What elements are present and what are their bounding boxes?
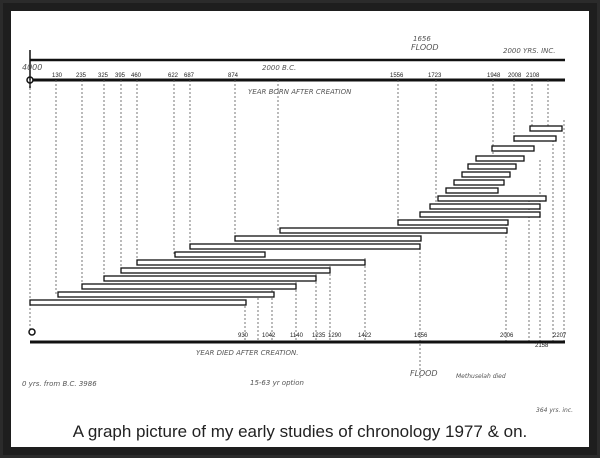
guide-lines — [29, 80, 565, 380]
flood-top-year: 1656 — [413, 35, 431, 43]
lifespan-bar — [429, 203, 541, 210]
born-tick-label: 1723 — [428, 73, 442, 79]
bottom-note-left: 0 yrs. from B.C. 3986 — [22, 380, 97, 388]
lifespan-bar — [475, 155, 525, 162]
lifespan-bar — [419, 211, 541, 218]
bottom-note-mid: 15-63 yr option — [250, 379, 304, 387]
lifespan-bar — [279, 227, 508, 234]
lifespan-bar — [120, 267, 331, 274]
lifespan-bar — [445, 187, 499, 194]
born-tick-label: 1948 — [487, 73, 501, 79]
born-tick-label: 622 — [168, 73, 179, 79]
flood-bottom-label: FLOOD — [410, 369, 438, 378]
died-tick-label: 1290 — [328, 333, 342, 339]
born-tick-label: 460 — [131, 73, 142, 79]
born-tick-label: 325 — [98, 73, 109, 79]
died-tick-label: 1042 — [262, 333, 276, 339]
lifespan-bars — [29, 125, 563, 306]
lifespan-bar — [29, 299, 247, 306]
lifespan-bar — [397, 219, 509, 226]
lifespan-bar — [136, 259, 366, 266]
lifespan-bar — [513, 135, 557, 142]
lifespan-bar — [491, 145, 535, 152]
lifespan-bar — [461, 171, 511, 178]
lifespan-bar — [234, 235, 422, 242]
died-tick-label: 1422 — [358, 333, 372, 339]
top-mid-label: 2000 B.C. — [262, 64, 296, 72]
lifespan-bar — [57, 291, 275, 298]
top-left-label: 4000 — [22, 63, 42, 72]
born-tick-label: 395 — [115, 73, 126, 79]
flood-top-label: FLOOD — [411, 43, 439, 52]
born-tick-label: 1556 — [390, 73, 404, 79]
born-tick-label: 2008 — [508, 73, 522, 79]
born-tick-label: 2108 — [526, 73, 540, 79]
died-tick-label: 2207 — [553, 333, 567, 339]
lifespan-bar — [453, 179, 505, 186]
lifespan-bar — [174, 251, 266, 258]
lifespan-bar — [467, 163, 517, 170]
died-tick-label: 1235 — [312, 333, 326, 339]
lifespan-bar — [81, 283, 297, 290]
born-tick-label: 687 — [184, 73, 195, 79]
died-axis-title: YEAR DIED AFTER CREATION. — [196, 349, 298, 357]
born-tick-label: 874 — [228, 73, 239, 79]
lifespan-bar — [189, 243, 421, 250]
lifespan-bar — [103, 275, 317, 282]
died-axis-origin — [28, 328, 36, 336]
bottom-note-flood: Methuselah died — [456, 373, 506, 380]
born-tick-label: 130 — [52, 73, 63, 79]
top-right-label: 2000 YRS. INC. — [503, 47, 556, 55]
born-tick-label: 235 — [76, 73, 87, 79]
figure-caption: A graph picture of my early studies of c… — [72, 422, 528, 441]
corner-note: 364 yrs. inc. — [536, 407, 573, 414]
lifespan-bar — [529, 125, 563, 132]
died-tick-label: 2158 — [535, 343, 549, 349]
died-tick-label: 1140 — [290, 333, 304, 339]
born-axis-title: YEAR BORN AFTER CREATION — [248, 88, 352, 96]
lifespan-bar — [437, 195, 547, 202]
died-tick-label: 2006 — [500, 333, 514, 339]
died-tick-label: 930 — [238, 333, 249, 339]
died-tick-label: 1656 — [414, 333, 428, 339]
